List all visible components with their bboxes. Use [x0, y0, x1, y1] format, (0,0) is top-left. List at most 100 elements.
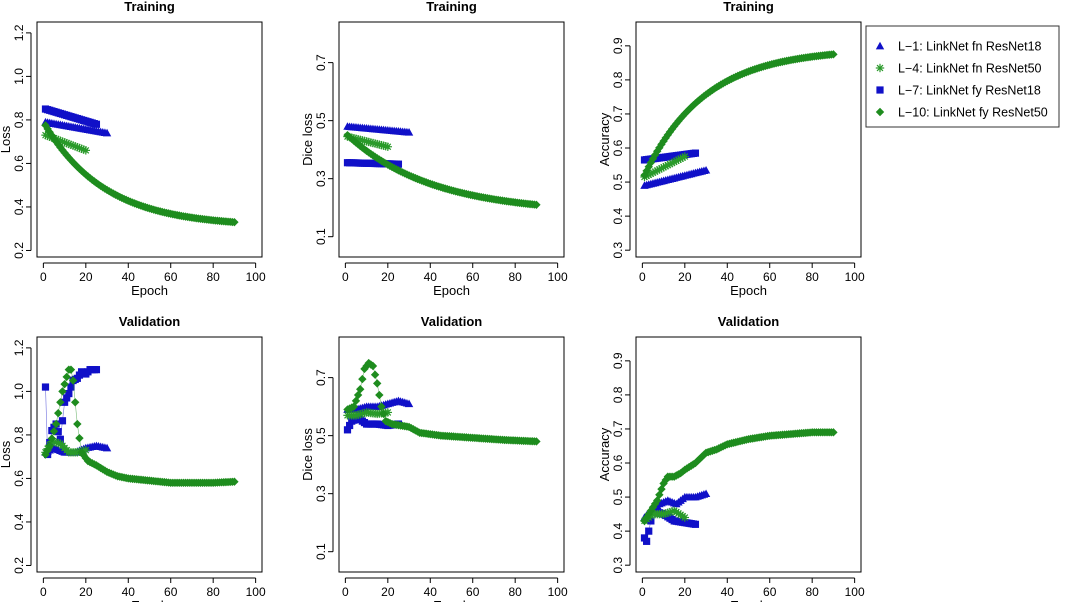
- data-point: [532, 437, 541, 446]
- series-L10: [640, 428, 838, 526]
- y-tick-label: 1.2: [12, 24, 26, 41]
- panel-title: Training: [723, 0, 774, 14]
- y-tick-label: 1.0: [12, 68, 26, 85]
- x-tick-label: 80: [508, 270, 522, 284]
- legend-label: L−1: LinkNet fn ResNet18: [898, 40, 1042, 54]
- y-tick-label: 0.4: [611, 522, 625, 539]
- data-point: [54, 408, 63, 418]
- panel-train-loss: Training 0 20 40 60 80 100 0.2 0.4 0.6 0.8 1.0 1.2 Ep…: [0, 0, 266, 298]
- series-L10: [640, 50, 838, 180]
- x-tick-label: 0: [40, 270, 47, 284]
- y-tick-label: 0.8: [611, 386, 625, 403]
- data-point: [642, 166, 651, 176]
- data-point: [54, 140, 63, 149]
- data-point: [346, 421, 354, 430]
- y-tick-label: 1.2: [12, 339, 26, 356]
- y-axis-label: Loss: [0, 125, 13, 153]
- panel-title: Validation: [119, 314, 180, 329]
- data-point: [92, 120, 101, 128]
- data-point: [81, 146, 91, 155]
- data-point: [829, 50, 838, 59]
- y-tick-label: 0.3: [314, 485, 328, 502]
- x-tick-label: 0: [639, 270, 646, 284]
- data-point: [102, 128, 112, 137]
- data-point: [60, 398, 69, 406]
- plot-frame: [36, 21, 263, 258]
- plot-frame: [635, 336, 862, 573]
- x-tick-label: 40: [424, 270, 438, 284]
- y-tick-label: 0.7: [611, 420, 625, 437]
- x-tick-label: 60: [164, 270, 178, 284]
- legend: L−1: LinkNet fn ResNet18 L−4: LinkNet fn …: [865, 25, 1060, 128]
- panel-title: Validation: [421, 314, 482, 329]
- data-point: [670, 122, 679, 131]
- x-tick-label: 60: [763, 270, 777, 284]
- y-tick-label: 0.2: [12, 242, 26, 259]
- plot-frame: [338, 336, 565, 573]
- x-tick-label: 20: [678, 585, 692, 599]
- legend-marker: [875, 63, 885, 73]
- data-point: [77, 448, 86, 457]
- data-point: [62, 372, 71, 382]
- panel-val-acc: Validation 0 20 40 60 80 100 0.3 0.4 0.5 0.6 0.7 0.8…: [597, 314, 865, 602]
- y-tick-label: 0.6: [611, 139, 625, 156]
- data-point: [68, 158, 78, 167]
- y-tick-label: 0.5: [611, 173, 625, 190]
- data-point: [67, 383, 75, 391]
- panel-title: Training: [426, 0, 477, 14]
- data-point: [373, 379, 382, 388]
- data-point: [73, 419, 82, 429]
- x-tick-label: 40: [721, 585, 735, 599]
- y-tick-label: 1.0: [12, 383, 26, 400]
- panel-train-dice: Training 0 20 40 60 80 100 0.1 0.3 0.5 0.7 Epoch Dic…: [300, 0, 568, 298]
- data-point: [661, 475, 670, 485]
- data-point: [655, 143, 664, 152]
- data-point: [51, 419, 61, 429]
- data-point: [71, 398, 80, 407]
- data-point: [63, 394, 71, 402]
- x-tick-label: 80: [206, 585, 220, 599]
- x-tick-label: 40: [122, 270, 136, 284]
- data-point: [377, 402, 386, 411]
- data-point: [65, 389, 73, 398]
- data-point: [640, 171, 649, 180]
- legend-item-L4: L−4: LinkNet fn ResNet50: [875, 62, 1042, 76]
- y-axis-label: Accuracy: [597, 112, 612, 166]
- data-point: [45, 441, 54, 450]
- x-tick-label: 100: [548, 585, 568, 599]
- y-axis-label: Dice loss: [300, 113, 315, 166]
- data-point: [646, 506, 656, 515]
- legend-item-L10: L−10: LinkNet fy ResNet50: [875, 106, 1048, 120]
- legend-item-L1: L−1: LinkNet fn ResNet18: [875, 40, 1042, 54]
- x-tick-label: 20: [381, 270, 395, 284]
- data-point: [674, 116, 683, 126]
- series-L1: [640, 165, 711, 189]
- data-point: [829, 428, 838, 437]
- plot-frame: [635, 21, 862, 258]
- data-point: [646, 158, 656, 167]
- x-axis-label: Epoch: [131, 283, 168, 298]
- data-point: [60, 379, 69, 389]
- x-tick-label: 0: [40, 585, 47, 599]
- series-L10: [343, 358, 541, 446]
- data-point: [54, 428, 62, 436]
- data-point: [60, 148, 69, 157]
- legend-label: L−7: LinkNet fy ResNet18: [898, 84, 1041, 98]
- y-tick-label: 0.6: [12, 470, 26, 487]
- data-point: [45, 128, 54, 137]
- x-tick-label: 80: [508, 585, 522, 599]
- data-point: [43, 124, 52, 134]
- y-tick-label: 0.5: [314, 427, 328, 444]
- x-tick-label: 40: [122, 585, 136, 599]
- x-tick-label: 100: [845, 270, 865, 284]
- y-tick-label: 0.9: [611, 37, 625, 54]
- x-tick-label: 60: [466, 270, 480, 284]
- data-point: [58, 387, 67, 396]
- data-point: [66, 365, 76, 374]
- x-tick-label: 20: [678, 270, 692, 284]
- x-tick-label: 80: [805, 585, 819, 599]
- series-L1: [41, 117, 112, 137]
- legend-label: L−4: LinkNet fn ResNet50: [898, 62, 1042, 76]
- y-tick-label: 0.8: [12, 426, 26, 443]
- x-axis-label: Epoch: [730, 283, 767, 298]
